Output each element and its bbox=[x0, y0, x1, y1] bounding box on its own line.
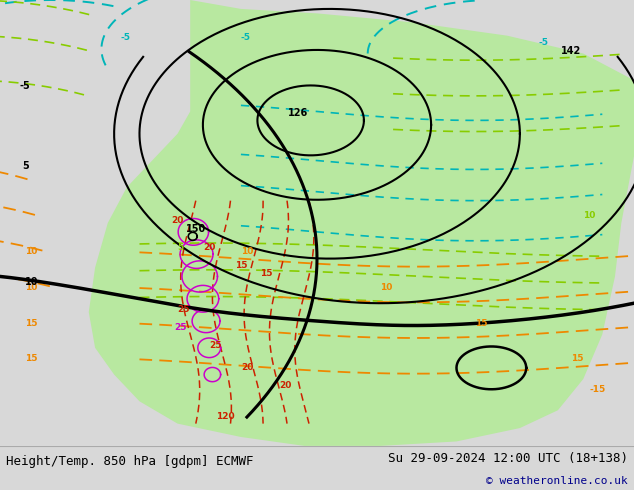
Text: © weatheronline.co.uk: © weatheronline.co.uk bbox=[486, 476, 628, 486]
Text: 10: 10 bbox=[25, 277, 39, 287]
Text: 15: 15 bbox=[25, 354, 38, 363]
Text: 20: 20 bbox=[241, 363, 254, 372]
Text: 15: 15 bbox=[476, 318, 488, 327]
Text: 10: 10 bbox=[25, 247, 38, 256]
Text: -5: -5 bbox=[539, 38, 549, 47]
Text: Height/Temp. 850 hPa [gdpm] ECMWF: Height/Temp. 850 hPa [gdpm] ECMWF bbox=[6, 455, 254, 468]
Text: 126: 126 bbox=[288, 108, 308, 118]
Text: 20: 20 bbox=[203, 243, 216, 252]
Text: 25: 25 bbox=[174, 323, 187, 332]
Text: 25: 25 bbox=[178, 305, 190, 314]
Text: 15: 15 bbox=[235, 261, 247, 270]
Text: 5: 5 bbox=[22, 161, 29, 172]
Text: -5: -5 bbox=[20, 81, 30, 91]
Polygon shape bbox=[89, 0, 634, 446]
Text: 25: 25 bbox=[209, 341, 222, 350]
Text: 142: 142 bbox=[560, 46, 581, 55]
Text: 120: 120 bbox=[216, 412, 234, 421]
Text: -5: -5 bbox=[241, 33, 251, 42]
Text: 20: 20 bbox=[279, 381, 292, 390]
Text: -5: -5 bbox=[120, 33, 131, 42]
Text: 15: 15 bbox=[571, 354, 583, 363]
Text: 10: 10 bbox=[241, 247, 254, 256]
Text: 15: 15 bbox=[25, 318, 38, 327]
Text: 5: 5 bbox=[178, 243, 184, 252]
Text: 150: 150 bbox=[186, 224, 207, 234]
Text: Su 29-09-2024 12:00 UTC (18+138): Su 29-09-2024 12:00 UTC (18+138) bbox=[387, 452, 628, 465]
Text: -15: -15 bbox=[590, 386, 606, 394]
Text: 15: 15 bbox=[260, 270, 273, 278]
Text: 20: 20 bbox=[171, 216, 184, 225]
Text: 10: 10 bbox=[583, 212, 596, 220]
Text: 10: 10 bbox=[380, 283, 393, 292]
Text: 10: 10 bbox=[25, 283, 38, 292]
